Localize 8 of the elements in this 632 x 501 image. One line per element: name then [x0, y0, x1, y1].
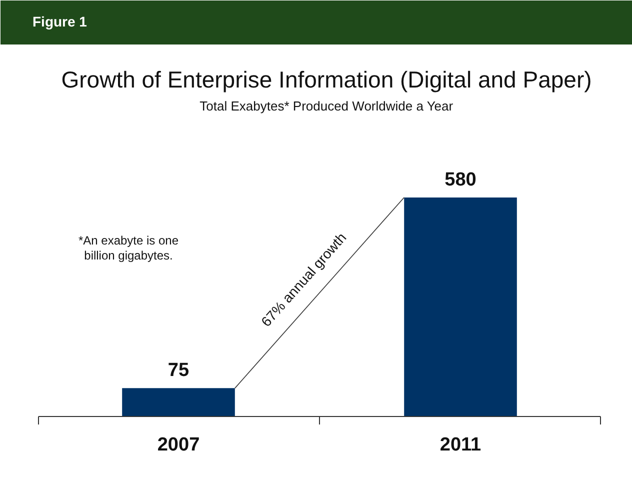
- annotation: *An exabyte is one billion gigabytes.: [78, 234, 179, 262]
- chart-title: Growth of Enterprise Information (Digital and Paper): [61, 66, 592, 92]
- data-label: 580: [444, 170, 476, 190]
- data-label: 75: [168, 360, 190, 382]
- chart-subtitle: Total Exabytes* Produced Worldwide a Year: [200, 98, 454, 114]
- caption: Figure 1: [32, 14, 88, 30]
- x-tick-label: 2011: [440, 434, 482, 456]
- x-tick-label: 2007: [157, 434, 200, 456]
